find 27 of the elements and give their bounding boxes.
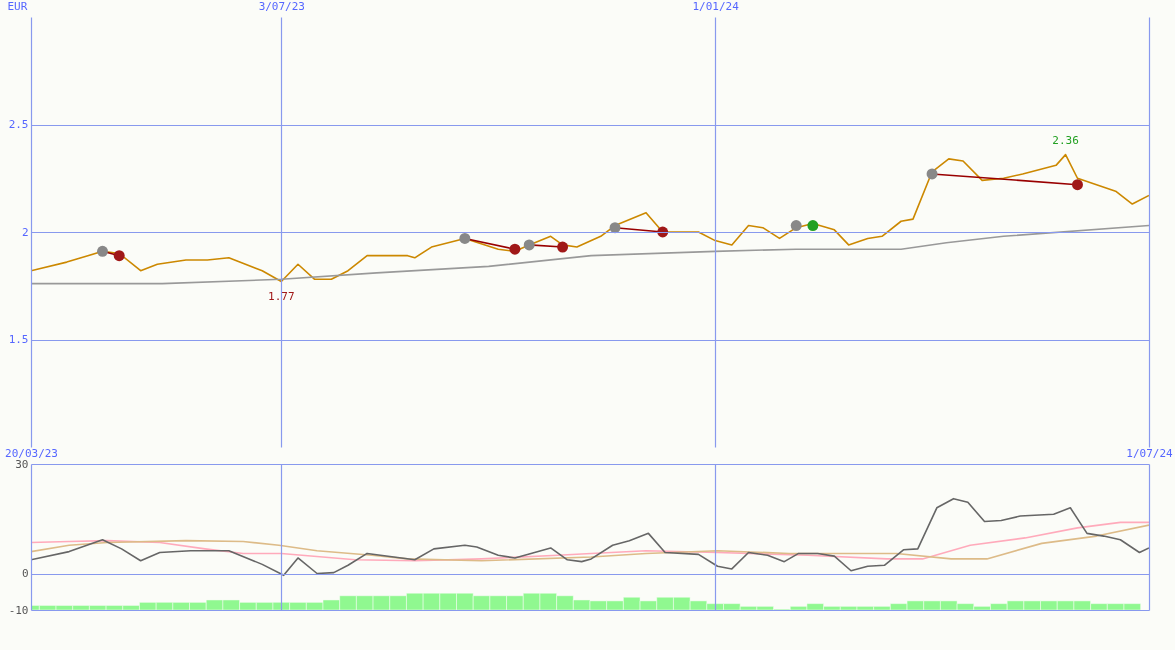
y-tick-label: 0 — [21, 567, 29, 580]
point — [926, 168, 938, 180]
point — [1072, 179, 1083, 191]
y-tick-label: -10 — [8, 603, 29, 617]
point — [113, 250, 125, 262]
line-series — [31, 153, 1149, 283]
x-tick-label: 3/07/23 — [258, 0, 305, 13]
point — [557, 241, 569, 253]
annotation: 1.77 — [268, 290, 295, 304]
annotation: 2.36 — [1052, 133, 1079, 147]
x-tick-label: 1/07/24 — [1126, 446, 1174, 460]
point — [97, 245, 108, 257]
y-tick-label: 30 — [15, 457, 29, 471]
point — [459, 232, 471, 244]
y-tick-label: 2 — [21, 225, 29, 239]
point — [609, 222, 621, 234]
x-tick-label: 1/01/24 — [692, 0, 740, 13]
point — [807, 220, 819, 232]
y-tick-label: 2.5 — [8, 118, 29, 131]
point — [523, 239, 535, 251]
y-axis-title: EUR — [7, 0, 28, 13]
point — [509, 243, 521, 255]
line-series — [31, 224, 1149, 285]
point — [790, 220, 802, 232]
x-tick-label: 20/03/23 — [5, 446, 58, 460]
y-tick-label: 1.5 — [8, 333, 29, 346]
line-series — [31, 497, 1149, 577]
